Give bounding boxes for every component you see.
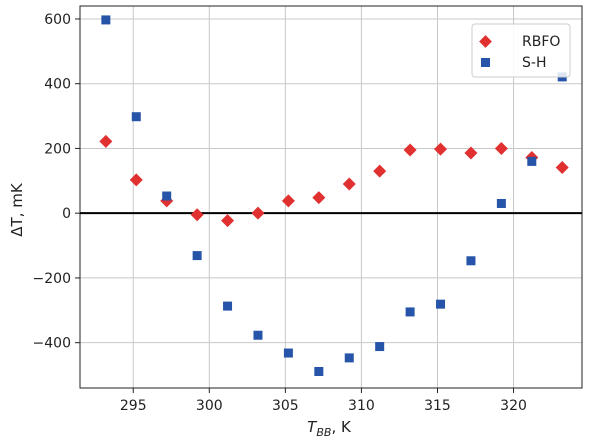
x-tick-label: 320: [500, 398, 527, 414]
axis-ticks: 295 300 305 310 315 320 600 400 200 0 −200 −400: [33, 12, 582, 414]
data-point-rbfo: [190, 208, 204, 222]
data-point-s-h: [466, 256, 476, 266]
y-axis-label: ΔT, mK: [8, 182, 26, 237]
data-point-rbfo: [342, 177, 356, 191]
x-tick-label: 315: [424, 398, 451, 414]
data-point-rbfo: [434, 142, 448, 156]
y-tick-label: 600: [44, 12, 71, 28]
data-point-s-h: [405, 307, 415, 317]
x-tick-label: 305: [272, 398, 299, 414]
data-point-s-h: [283, 348, 293, 358]
x-axis-label-unit: , K: [331, 418, 352, 436]
legend-label-sh: S-H: [522, 55, 546, 71]
x-tick-label: 300: [196, 398, 223, 414]
x-axis-label-symbol: T: [307, 418, 318, 436]
data-point-rbfo: [555, 161, 569, 175]
y-axis-label-unit: , mK: [8, 182, 26, 217]
data-point-s-h: [436, 299, 446, 309]
data-point-rbfo: [403, 143, 417, 157]
data-point-s-h: [131, 112, 141, 122]
legend: RBFO S-H: [471, 23, 571, 78]
data-point-rbfo: [129, 173, 143, 187]
data-point-s-h: [496, 198, 506, 208]
data-point-rbfo: [464, 146, 478, 160]
data-point-rbfo: [281, 194, 295, 208]
y-tick-label: 0: [62, 206, 71, 222]
x-axis-label: TBB, K: [307, 418, 352, 439]
x-axis-label-subscript: BB: [316, 426, 331, 439]
data-point-s-h: [527, 156, 537, 166]
legend-marker-rbfo: [479, 35, 492, 48]
series-rbfo: [99, 134, 569, 228]
y-tick-label: 400: [44, 77, 71, 93]
data-point-s-h: [344, 353, 354, 363]
data-point-s-h: [223, 301, 233, 311]
y-axis-label-symbol: ΔT: [8, 216, 26, 236]
legend-label-rbfo: RBFO: [522, 34, 560, 50]
data-point-rbfo: [99, 134, 113, 148]
data-point-rbfo: [251, 206, 265, 220]
data-point-s-h: [314, 366, 324, 376]
legend-box: [471, 23, 571, 78]
data-point-rbfo: [312, 191, 326, 205]
data-point-s-h: [375, 342, 385, 352]
x-tick-label: 310: [348, 398, 375, 414]
data-point-s-h: [253, 330, 263, 340]
data-point-rbfo: [221, 214, 235, 228]
x-tick-label: 295: [120, 398, 147, 414]
y-tick-label: −400: [33, 336, 71, 352]
data-point-rbfo: [494, 141, 508, 155]
y-tick-label: 200: [44, 141, 71, 157]
data-point-s-h: [162, 191, 172, 201]
y-tick-label: −200: [33, 271, 71, 287]
data-point-s-h: [192, 251, 202, 261]
plot-frame: [79, 5, 583, 389]
data-point-rbfo: [373, 164, 387, 178]
legend-marker-sh: [481, 58, 490, 67]
data-point-s-h: [101, 15, 111, 25]
